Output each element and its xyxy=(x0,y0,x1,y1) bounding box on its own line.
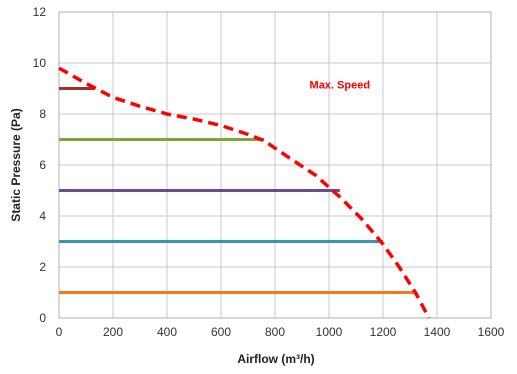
y-tick-label: 2 xyxy=(39,260,46,274)
y-tick-label: 12 xyxy=(33,5,47,19)
x-tick-label: 1000 xyxy=(316,325,343,339)
x-tick-label: 800 xyxy=(265,325,285,339)
x-tick-label: 600 xyxy=(211,325,231,339)
x-axis-title: Airflow (m³/h) xyxy=(237,352,314,366)
y-axis-title: Static Pressure (Pa) xyxy=(9,108,23,221)
x-tick-label: 1200 xyxy=(370,325,397,339)
annotation-max-speed: Max. Speed xyxy=(310,80,371,92)
x-tick-label: 1400 xyxy=(424,325,451,339)
y-tick-label: 8 xyxy=(39,107,46,121)
plot-frame xyxy=(58,11,492,319)
tick-labels: 0 2 4 6 8 10 12 0 200 400 600 800 1000 1200 1400 1600 xyxy=(33,5,505,339)
x-tick-label: 400 xyxy=(157,325,177,339)
x-tick-label: 0 xyxy=(56,325,63,339)
y-tick-label: 6 xyxy=(39,158,46,172)
y-tick-label: 10 xyxy=(33,56,47,70)
series-lines xyxy=(58,66,431,319)
x-tick-label: 200 xyxy=(103,325,123,339)
y-tick-label: 4 xyxy=(39,209,46,223)
max-speed-curve xyxy=(58,66,431,319)
x-tick-label: 1600 xyxy=(478,325,505,339)
gridlines xyxy=(58,11,492,319)
y-tick-label: 0 xyxy=(39,311,46,325)
